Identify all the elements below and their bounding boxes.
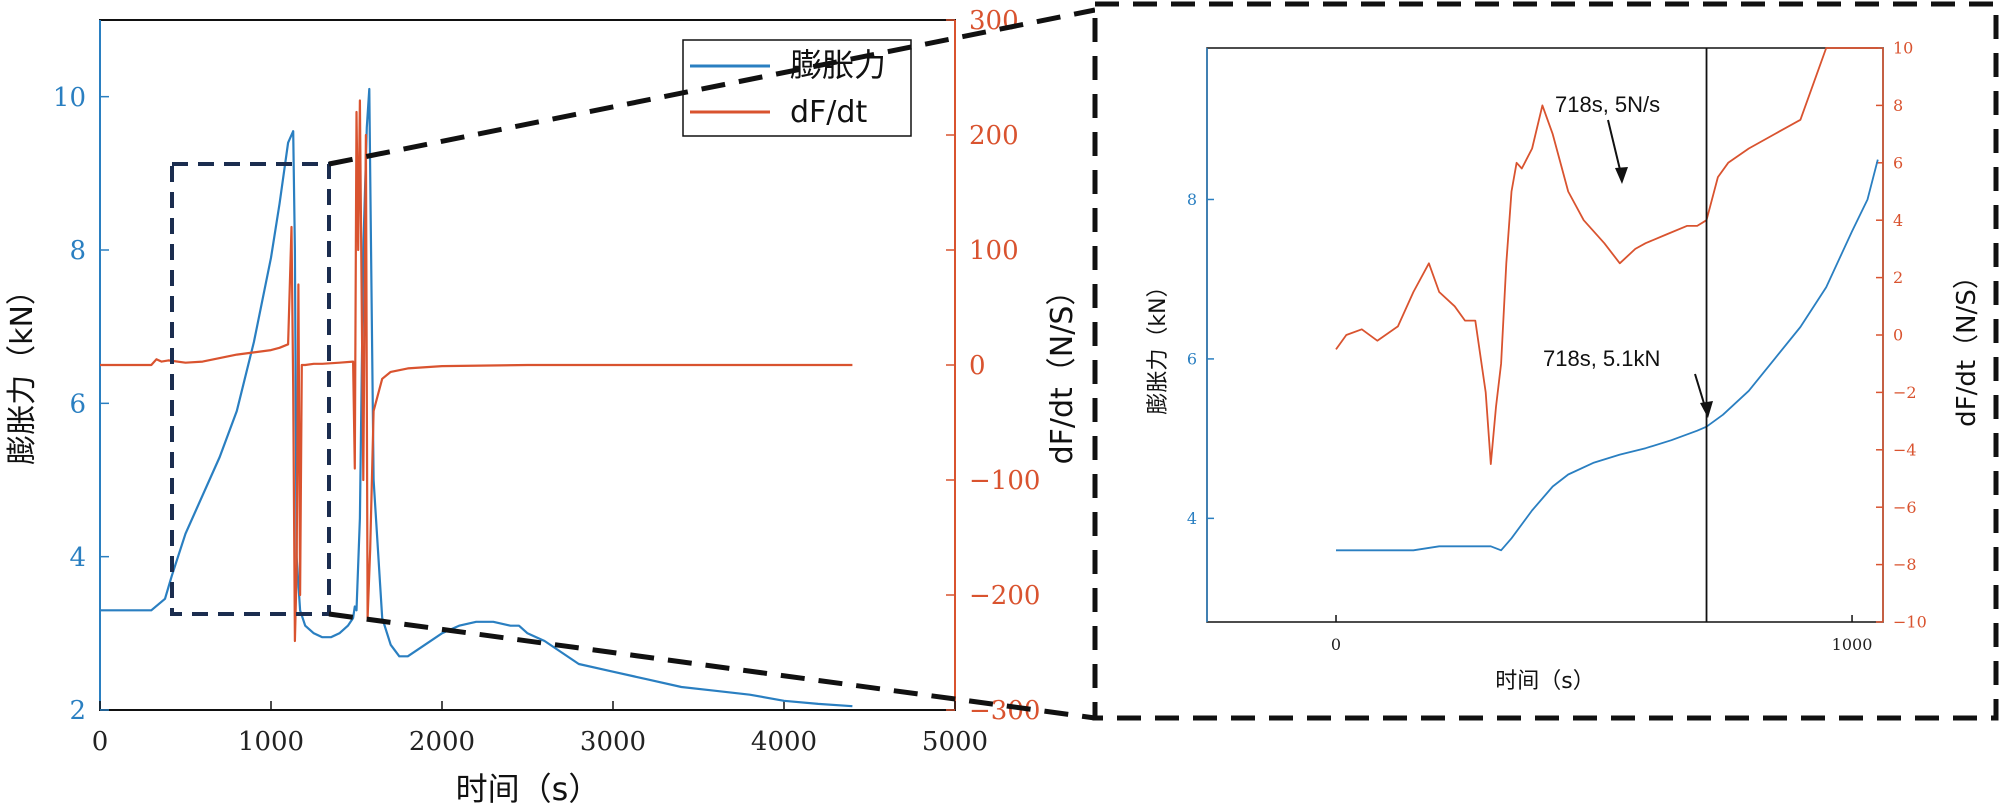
legend: 膨胀力 dF/dt xyxy=(682,39,912,137)
main-y-right-label: dF/dt（N/S） xyxy=(1045,276,1080,465)
inset-x-tick-label: 1000 xyxy=(1832,635,1873,654)
legend-label-rate: dF/dt xyxy=(790,95,867,130)
inset-y-right-tick-label: 6 xyxy=(1893,153,1903,172)
inset-y-right-tick-label: 2 xyxy=(1893,268,1903,287)
inset-series xyxy=(1335,47,1879,552)
main-series-line-rate xyxy=(100,99,853,643)
annotation-rate-arrowhead xyxy=(1615,167,1628,184)
inset-y-right-tick-label: −8 xyxy=(1893,555,1917,574)
inset-y-right-tick-label: 4 xyxy=(1893,211,1903,230)
inset-y-left-label: 膨胀力（kN） xyxy=(1146,275,1171,414)
connector-top xyxy=(328,7,1096,167)
inset-series-line-force xyxy=(1336,159,1879,552)
connector-bottom xyxy=(328,611,1096,721)
main-y-left-ticks: 2 4 6 8 10 xyxy=(53,83,109,726)
inset-y-right-tick-label: −2 xyxy=(1893,383,1917,402)
main-x-tick-label: 1000 xyxy=(238,727,304,757)
main-x-axis-label: 时间（s） xyxy=(456,770,601,808)
main-x-tick-label: 3000 xyxy=(580,727,646,757)
main-y-right-tick-label: 300 xyxy=(969,6,1019,36)
inset-x-tick-label: 0 xyxy=(1331,635,1341,654)
main-x-tick-label: 2000 xyxy=(409,727,475,757)
annotation-force-arrowhead xyxy=(1700,401,1713,418)
inset-x-axis-label: 时间（s） xyxy=(1495,669,1594,694)
main-y-left-tick-label: 2 xyxy=(69,696,86,726)
main-x-tick-label: 4000 xyxy=(751,727,817,757)
main-y-right-tick-label: −200 xyxy=(969,581,1040,611)
main-y-right-tick-label: 0 xyxy=(969,351,986,381)
main-series-line-force xyxy=(100,87,853,708)
inset-y-right-ticks: −10 −8 −6 −4 −2 0 2 4 6 8 10 xyxy=(1876,39,1927,632)
inset-y-left-ticks: 4 6 8 xyxy=(1187,190,1214,528)
main-y-left-tick-label: 6 xyxy=(69,389,86,419)
inset-y-left-tick-label: 6 xyxy=(1187,350,1197,369)
main-y-left-tick-label: 4 xyxy=(69,543,86,573)
zoom-region-box xyxy=(170,162,331,616)
legend-label-force: 膨胀力 xyxy=(790,46,886,84)
inset-frame xyxy=(1092,1,1999,721)
main-y-right-tick-label: 200 xyxy=(969,121,1019,151)
inset-y-right-tick-label: −6 xyxy=(1893,498,1917,517)
inset-y-right-tick-label: 10 xyxy=(1893,39,1913,58)
main-series xyxy=(100,87,853,708)
inset-y-right-tick-label: −10 xyxy=(1893,613,1927,632)
main-y-right-tick-label: 100 xyxy=(969,236,1019,266)
main-y-left-tick-label: 8 xyxy=(69,236,86,266)
main-y-right-tick-label: −100 xyxy=(969,466,1040,496)
main-x-ticks: 0 1000 2000 3000 4000 5000 xyxy=(92,701,988,757)
main-y-left-label: 膨胀力（kN） xyxy=(5,275,40,465)
inset-y-left-tick-label: 8 xyxy=(1187,190,1197,209)
inset-y-left-tick-label: 4 xyxy=(1187,509,1197,528)
inset-x-ticks: 0 1000 xyxy=(1331,615,1872,654)
inset-y-right-tick-label: 8 xyxy=(1893,96,1903,115)
annotation-force: 718s, 5.1kN xyxy=(1543,346,1660,371)
annotation-rate: 718s, 5N/s xyxy=(1555,92,1660,117)
inset-series-line-rate xyxy=(1335,47,1878,466)
inset-y-right-tick-label: −4 xyxy=(1893,440,1917,459)
inset-y-right-tick-label: 0 xyxy=(1893,326,1903,345)
main-x-tick-label: 5000 xyxy=(922,727,988,757)
main-y-left-tick-label: 10 xyxy=(53,83,86,113)
inset-y-right-label: dF/dt（N/S） xyxy=(1952,263,1982,427)
main-x-tick-label: 0 xyxy=(92,727,109,757)
